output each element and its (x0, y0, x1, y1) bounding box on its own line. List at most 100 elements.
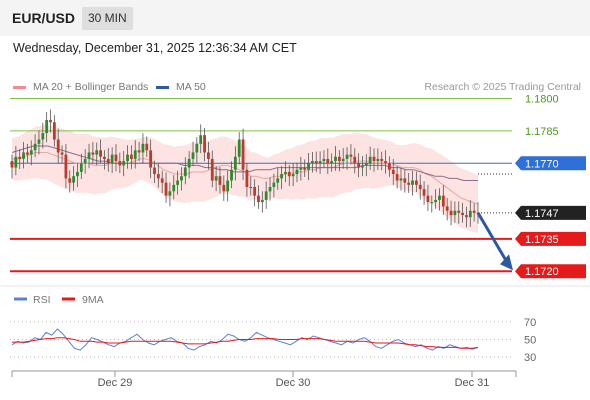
rsi-tick-50: 50 (524, 335, 536, 347)
candle-body (345, 154, 349, 159)
level-tag-1.1720 (515, 264, 586, 279)
candle-body (72, 176, 76, 183)
candle-body (203, 135, 206, 153)
candle-body (199, 135, 203, 144)
candle-body (87, 152, 91, 159)
candle-body (457, 210, 461, 213)
candle-body (191, 152, 195, 159)
time-axis: Dec 29 Dec 30 Dec 31 (11, 370, 517, 389)
candle-body (253, 187, 257, 196)
candle-body (449, 210, 453, 216)
candle-body (318, 161, 322, 164)
candle-body (334, 156, 337, 162)
candle-body (79, 163, 83, 172)
candle-body (411, 180, 414, 185)
candle-body (364, 163, 368, 166)
candle-body (241, 139, 245, 170)
candle-body (468, 210, 472, 218)
level-labels-layer: 1.1800 1.1785 1.1770 1.1747 1.1735 1.1720 (515, 93, 586, 279)
candles-layer (10, 109, 480, 228)
candle-body (326, 158, 330, 164)
candle-body (91, 152, 95, 155)
candle-body (357, 163, 361, 168)
candle-body (353, 156, 357, 164)
candle-body (222, 184, 226, 192)
candle-body (299, 167, 303, 170)
candle-body (114, 154, 118, 162)
candle-body (52, 122, 56, 140)
rsi-line (11, 328, 479, 351)
candle-body (99, 150, 102, 157)
candle-body (160, 178, 164, 183)
time-axis-label: Dec 30 (276, 377, 311, 389)
candle-body (145, 143, 149, 151)
candle-body (133, 150, 137, 159)
candle-body (368, 156, 372, 164)
candle-body (284, 171, 287, 175)
candle-body (176, 180, 180, 185)
candle-body (29, 150, 33, 155)
legend-rsi-label: RSI (33, 294, 51, 306)
candle-body (249, 187, 253, 188)
candle-body (472, 210, 476, 213)
forecast-arrow-head (500, 254, 513, 271)
legend-ma50-swatch (156, 85, 169, 89)
candle-body (226, 180, 230, 192)
candle-body (22, 152, 25, 159)
candle-body (103, 156, 106, 159)
candle-body (49, 120, 52, 123)
candle-body (287, 171, 291, 177)
candle-body (349, 154, 353, 157)
candle-body (141, 143, 145, 153)
legend-ma20-swatch (13, 85, 26, 89)
candle-body (41, 133, 45, 140)
candle-body (395, 174, 399, 181)
instrument-title: EUR/USD (12, 10, 76, 26)
candle-body (380, 158, 384, 162)
candle-body (83, 158, 87, 164)
level-tag-1.1747 (515, 205, 586, 220)
candle-body (422, 189, 426, 196)
legend-ma50: MA 50 (156, 81, 206, 93)
level-tag-1.1735 (515, 231, 586, 246)
candle-body (303, 167, 307, 170)
candle-body (291, 174, 295, 177)
candle-body (129, 154, 133, 159)
candle-body (280, 174, 283, 179)
candle-body (310, 161, 314, 164)
legend-9ma-label: 9MA (82, 294, 104, 306)
level-label-1.1735: 1.1735 (525, 234, 559, 246)
candle-body (76, 171, 79, 177)
candle-body (322, 158, 326, 162)
candle-body (33, 143, 37, 151)
timeframe-badge[interactable]: 30 MIN (82, 7, 133, 30)
candle-body (414, 180, 418, 185)
level-lines-layer (10, 97, 512, 273)
candle-body (172, 184, 176, 192)
candle-body (207, 152, 210, 159)
rsi-tick-30: 30 (524, 352, 536, 364)
candle-body (257, 195, 260, 203)
legend-ma20-label: MA 20 + Bollinger Bands (33, 81, 149, 93)
candle-body (37, 139, 41, 144)
candle-body (372, 156, 376, 162)
candle-body (314, 161, 318, 164)
candle-body (453, 210, 457, 216)
candle-body (461, 212, 464, 216)
candle-body (164, 182, 168, 196)
candle-body (465, 215, 468, 218)
candle-body (407, 182, 411, 185)
candle-body (126, 154, 129, 162)
header-bar: EUR/USD 30 MIN (0, 0, 590, 36)
bollinger-band (12, 124, 478, 234)
candle-body (237, 139, 241, 157)
candle-body (230, 169, 233, 181)
candle-body (384, 161, 387, 164)
candle-body (445, 206, 449, 211)
candle-body (18, 156, 22, 159)
candle-body (195, 143, 199, 153)
candle-body (403, 178, 407, 183)
source-credit: Research © 2025 Trading Central (424, 81, 581, 93)
level-label-1.1800: 1.1800 (525, 93, 559, 105)
